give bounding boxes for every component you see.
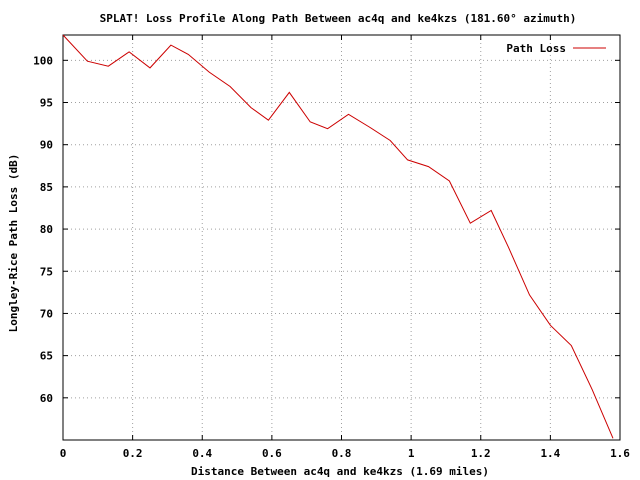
x-tick-label: 0.8 bbox=[332, 447, 352, 460]
x-tick-label: 1.6 bbox=[610, 447, 630, 460]
x-tick-label: 0 bbox=[60, 447, 67, 460]
legend-label-path-loss: Path Loss bbox=[506, 42, 566, 55]
y-tick-label: 60 bbox=[40, 392, 53, 405]
y-axis-label: Longley-Rice Path Loss (dB) bbox=[7, 154, 20, 333]
x-tick-label: 1.2 bbox=[471, 447, 491, 460]
y-tick-label: 95 bbox=[40, 97, 53, 110]
x-tick-label: 1.4 bbox=[540, 447, 560, 460]
y-axis-tick-labels: 60 65 70 75 80 85 90 95 100 bbox=[33, 54, 53, 405]
x-tick-label: 1 bbox=[408, 447, 415, 460]
legend: Path Loss bbox=[506, 42, 606, 55]
x-axis-tick-labels: 0 0.2 0.4 0.6 0.8 1 1.2 1.4 1.6 bbox=[60, 447, 631, 460]
y-tick-label: 75 bbox=[40, 265, 53, 278]
series-layer bbox=[62, 34, 614, 439]
y-tick-label: 70 bbox=[40, 307, 53, 320]
y-tick-label: 90 bbox=[40, 139, 53, 152]
plot-area-frame bbox=[62, 34, 621, 441]
y-tick-label: 100 bbox=[33, 54, 53, 67]
grid-lines bbox=[63, 35, 620, 440]
chart-title: SPLAT! Loss Profile Along Path Between a… bbox=[100, 12, 577, 25]
x-tick-label: 0.4 bbox=[192, 447, 212, 460]
y-tick-label: 65 bbox=[40, 350, 53, 363]
x-tick-label: 0.6 bbox=[262, 447, 282, 460]
y-tick-label: 85 bbox=[40, 181, 53, 194]
series-line-path-loss bbox=[62, 34, 614, 439]
x-tick-label: 0.2 bbox=[123, 447, 143, 460]
y-tick-label: 80 bbox=[40, 223, 53, 236]
x-axis-label: Distance Between ac4q and ke4kzs (1.69 m… bbox=[191, 465, 489, 478]
